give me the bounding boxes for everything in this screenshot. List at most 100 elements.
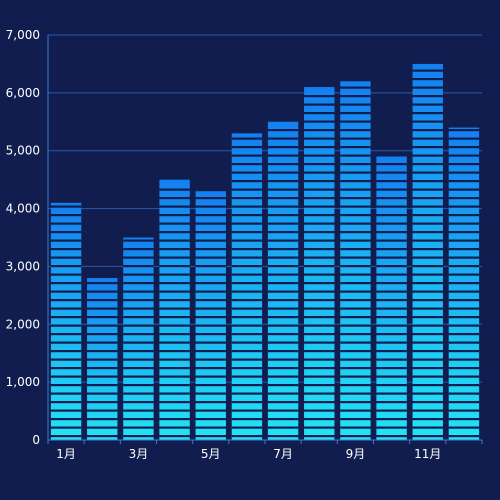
bar-stripe <box>159 401 190 404</box>
bar-stripe <box>195 324 226 327</box>
bar-stripe <box>195 205 226 208</box>
bar-stripe <box>123 299 154 302</box>
bar-stripe <box>231 273 263 276</box>
bar-stripe <box>231 248 263 251</box>
bar-stripe <box>376 324 407 327</box>
bar-stripe <box>50 418 82 421</box>
bar-stripe <box>304 426 335 429</box>
bar-stripe <box>412 248 443 251</box>
bar-stripe <box>376 426 407 429</box>
bar-stripe <box>267 188 299 191</box>
bar-stripe <box>50 290 82 293</box>
bar-stripe <box>267 205 299 208</box>
bar-stripe <box>50 265 82 268</box>
bar-stripe <box>231 290 263 293</box>
bar-stripe <box>376 375 407 378</box>
bar-stripe <box>448 265 480 268</box>
bar-stripe <box>159 409 190 412</box>
bar-stripe <box>267 137 299 140</box>
bar-stripe <box>50 350 82 353</box>
bar-stripe <box>304 95 335 98</box>
bar-stripe <box>231 375 263 378</box>
y-tick-label: 1,000 <box>6 375 40 389</box>
bar-stripe <box>195 239 226 242</box>
bar-stripe <box>376 367 407 370</box>
bar-stripe <box>412 222 443 225</box>
bar-stripe <box>412 205 443 208</box>
bar-stripe <box>412 426 443 429</box>
bar-stripe <box>195 290 226 293</box>
bar-stripe <box>304 290 335 293</box>
bar-stripe <box>304 333 335 336</box>
bar-stripe <box>340 307 371 310</box>
bar-stripe <box>448 222 480 225</box>
bar-stripe <box>195 256 226 259</box>
bar-stripe <box>412 418 443 421</box>
bar <box>123 237 154 440</box>
bar-fill <box>123 237 154 440</box>
bar-stripe <box>376 341 407 344</box>
bar-stripe <box>412 341 443 344</box>
bar-stripe <box>159 222 190 225</box>
bar-stripe <box>376 231 407 234</box>
bar-stripe <box>50 282 82 285</box>
bar-stripe <box>304 205 335 208</box>
bar-stripe <box>304 409 335 412</box>
bar-stripe <box>412 188 443 191</box>
bar-stripe <box>304 239 335 242</box>
bar-stripe <box>448 214 480 217</box>
bar-stripe <box>50 239 82 242</box>
y-tick-label: 0 <box>32 433 40 447</box>
bar-stripe <box>340 333 371 336</box>
bar-stripe <box>159 248 190 251</box>
x-tick-label: 7月 <box>273 447 293 461</box>
bar-stripe <box>340 375 371 378</box>
bar-stripe <box>304 214 335 217</box>
bar-stripe <box>448 384 480 387</box>
bar-stripe <box>50 435 82 438</box>
bar-stripe <box>195 265 226 268</box>
bar-stripe <box>340 273 371 276</box>
bar-stripe <box>340 239 371 242</box>
bar-stripe <box>304 401 335 404</box>
bar-stripe <box>340 358 371 361</box>
bar-stripe <box>412 367 443 370</box>
bar-stripe <box>87 384 118 387</box>
bar-stripe <box>267 333 299 336</box>
bar-stripe <box>159 273 190 276</box>
bar-stripe <box>448 392 480 395</box>
bar-stripe <box>304 350 335 353</box>
bar-stripe <box>412 282 443 285</box>
bar-stripe <box>340 112 371 115</box>
bar <box>304 87 335 441</box>
bar-stripe <box>448 341 480 344</box>
bar-stripe <box>376 273 407 276</box>
bar-stripe <box>376 401 407 404</box>
bar-stripe <box>231 180 263 183</box>
bar-stripe <box>123 256 154 259</box>
bar-stripe <box>267 299 299 302</box>
bar-stripe <box>304 154 335 157</box>
bar-stripe <box>159 239 190 242</box>
bar-stripe <box>448 154 480 157</box>
bar-stripe <box>340 129 371 132</box>
bar-stripe <box>195 367 226 370</box>
bar-stripe <box>304 392 335 395</box>
bar-stripe <box>376 307 407 310</box>
bar-fill <box>159 179 190 440</box>
bar-stripe <box>448 333 480 336</box>
bar-stripe <box>304 137 335 140</box>
bar-stripe <box>340 103 371 106</box>
bar-stripe <box>231 367 263 370</box>
bar-stripe <box>448 401 480 404</box>
bar-stripe <box>340 171 371 174</box>
bar-stripe <box>376 358 407 361</box>
bar-stripe <box>123 273 154 276</box>
bar-stripe <box>231 341 263 344</box>
bar-stripe <box>267 214 299 217</box>
y-tick-label: 2,000 <box>6 317 40 331</box>
bar-stripe <box>448 418 480 421</box>
bar-stripe <box>267 171 299 174</box>
bar-stripe <box>123 341 154 344</box>
bar-stripe <box>267 341 299 344</box>
